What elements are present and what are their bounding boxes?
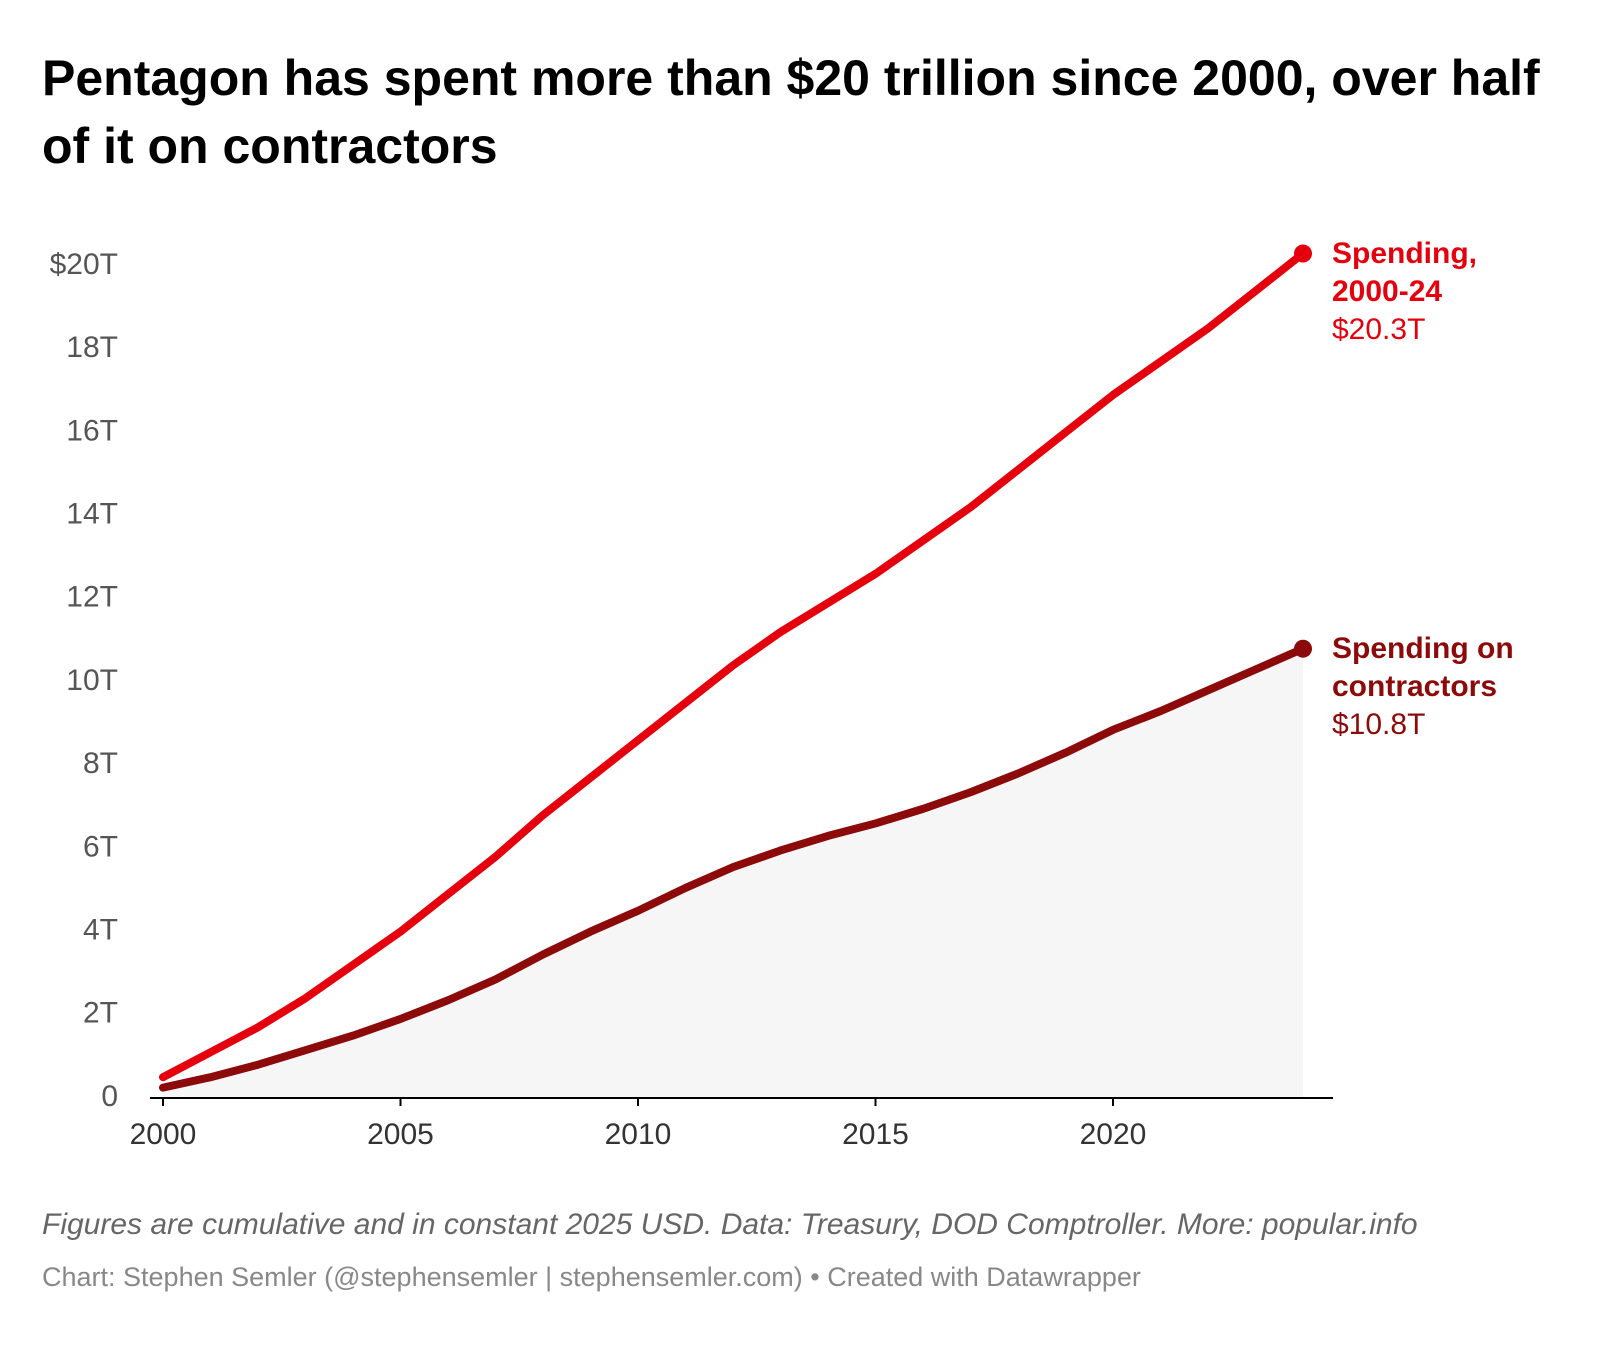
chart-title: Pentagon has spent more than $20 trillio… xyxy=(42,50,1540,174)
series-name: Spending, 2000-24 xyxy=(1332,236,1477,308)
value-label: $10.8T xyxy=(1332,707,1426,741)
y-tick-label: 2T xyxy=(83,997,118,1030)
y-tick-label: $20T xyxy=(50,248,118,281)
value-label: $20.3T xyxy=(1332,312,1426,346)
y-tick-label: 12T xyxy=(66,581,118,614)
y-tick-label: 6T xyxy=(83,830,118,863)
x-tick-label: 2005 xyxy=(367,1118,434,1151)
y-tick-label: 14T xyxy=(66,498,118,531)
note: Figures are cumulative and in constant 2… xyxy=(42,1208,1418,1241)
end-dot xyxy=(1294,639,1312,658)
y-tick-label: 8T xyxy=(83,747,118,780)
y-tick-label: 10T xyxy=(66,664,118,697)
x-tick-label: 2000 xyxy=(130,1118,197,1151)
y-tick-label: 0 xyxy=(101,1080,118,1113)
line xyxy=(159,644,1307,1092)
x-tick-label: 2010 xyxy=(605,1118,672,1151)
x-tick-label: 2015 xyxy=(842,1118,909,1151)
credit: Chart: Stephen Semler (@stephensemler | … xyxy=(42,1262,1141,1292)
end-label: Spending, 2000-24 $20.3T xyxy=(1332,235,1532,349)
end-label: Spending on contractors $10.8T xyxy=(1332,630,1532,744)
x-tick-label: 2020 xyxy=(1080,1118,1147,1151)
series-name: Spending on contractors xyxy=(1332,631,1514,703)
y-tick-label: 16T xyxy=(66,414,118,447)
area xyxy=(163,648,1303,1098)
y-tick-label: 18T xyxy=(66,331,118,364)
line xyxy=(159,249,1307,1082)
y-tick-label: 4T xyxy=(83,914,118,947)
end-dot xyxy=(1294,244,1312,263)
